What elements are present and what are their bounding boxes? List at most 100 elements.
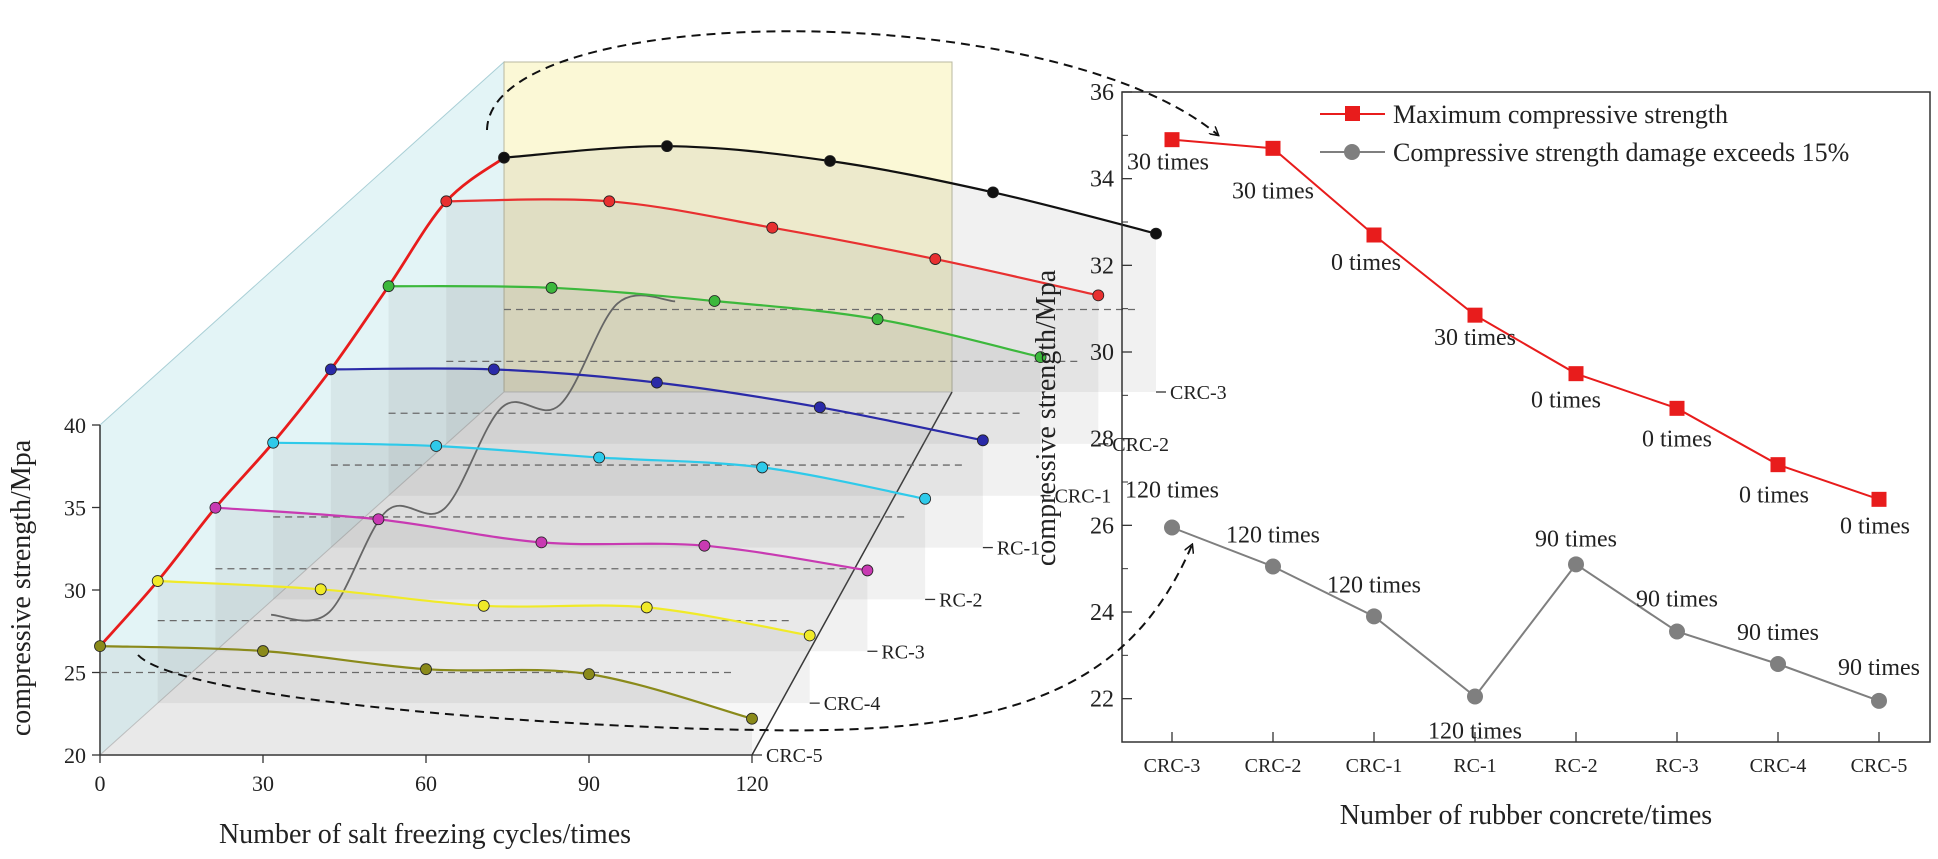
right-y-tick-label-28: 28 xyxy=(1090,427,1114,453)
legend-label-damage: Compressive strength damage exceeds 15% xyxy=(1393,138,1849,167)
x-tick-label-120: 120 xyxy=(736,771,769,796)
point-maximum-compressive-strength-rc-3 xyxy=(1669,400,1685,416)
x-tick-label-60: 60 xyxy=(415,771,437,796)
right-y-tick-label-30: 30 xyxy=(1090,340,1114,366)
legend-marker-max-strength xyxy=(1345,106,1360,121)
point-crc-4-90 xyxy=(640,601,653,614)
max-strength-envelope xyxy=(98,156,505,648)
point-rc-3-60 xyxy=(535,536,548,549)
point-maximum-compressive-strength-crc-1 xyxy=(1366,227,1382,243)
data-label-maximum-compressive-strength-rc-1: 30 times xyxy=(1434,325,1516,351)
series-line-compressive-strength-damage-exceeds-15- xyxy=(1171,526,1880,702)
data-label-maximum-compressive-strength-crc-4: 0 times xyxy=(1739,483,1809,509)
data-label-maximum-compressive-strength-crc-2: 30 times xyxy=(1232,178,1314,204)
x-tick-label-90: 90 xyxy=(578,771,600,796)
point-rc-2-60 xyxy=(593,451,606,464)
point-crc-2-60 xyxy=(766,221,779,234)
point-rc-1-120 xyxy=(976,434,989,447)
data-label-compressive-strength-damage-exceeds-15--crc-2: 120 times xyxy=(1226,523,1320,549)
right-x-axis-title: Number of rubber concrete/times xyxy=(1340,800,1712,831)
top-connector-arrow xyxy=(486,30,1218,135)
point-rc-1-90 xyxy=(813,401,826,414)
category-label-crc-5: CRC-5 xyxy=(766,745,823,767)
point-rc-3-0 xyxy=(209,501,222,514)
data-label-maximum-compressive-strength-rc-3: 0 times xyxy=(1642,426,1712,452)
data-label-maximum-compressive-strength-crc-5: 0 times xyxy=(1840,513,1910,539)
point-maximum-compressive-strength-crc-5 xyxy=(1871,491,1887,507)
point-rc-3-120 xyxy=(861,564,874,577)
connectors xyxy=(137,30,1218,732)
category-label-crc-2: CRC-2 xyxy=(1112,434,1169,456)
right-x-tick-label-crc-5: CRC-5 xyxy=(1851,755,1908,777)
point-crc-1-90 xyxy=(871,313,884,326)
point-maximum-compressive-strength-rc-1 xyxy=(1467,307,1483,323)
right-x-tick-label-rc-1: RC-1 xyxy=(1453,755,1496,777)
category-label-rc-3: RC-3 xyxy=(881,641,924,663)
y-tick-label-30: 30 xyxy=(64,578,86,603)
category-label-rc-2: RC-2 xyxy=(939,589,982,611)
point-crc-4-30 xyxy=(314,583,327,596)
point-rc-2-90 xyxy=(756,461,769,474)
right-y-tick-label-34: 34 xyxy=(1090,167,1114,193)
category-label-crc-1: CRC-1 xyxy=(1055,486,1112,508)
bottom-connector-arrow xyxy=(137,545,1192,732)
point-crc-2-0 xyxy=(440,195,453,208)
legend: Maximum compressive strength Compressive… xyxy=(1320,100,1849,167)
right-y-tick-label-26: 26 xyxy=(1090,513,1114,539)
right-y-axis-title: compressive strength/Mpa xyxy=(1031,269,1062,566)
y-tick-label-20: 20 xyxy=(64,743,86,768)
point-crc-3-120 xyxy=(1150,227,1162,240)
legend-label-max-strength: Maximum compressive strength xyxy=(1393,100,1728,129)
point-crc-2-90 xyxy=(929,253,942,265)
waterfall-chart: CRC-3 CRC-2 CRC-1 RC-1 RC-2 RC-3 CRC-4 CRC-5 0 30… xyxy=(6,60,1227,850)
point-maximum-compressive-strength-rc-2 xyxy=(1568,366,1584,382)
data-label-compressive-strength-damage-exceeds-15--crc-4: 90 times xyxy=(1737,620,1819,646)
line-chart: 22 24 26 28 30 32 34 36 CRC-3 CRC-2 CRC-1 RC-1 RC-2 R… xyxy=(1031,80,1931,831)
right-x-tick-label-rc-2: RC-2 xyxy=(1554,755,1597,777)
point-crc-1-30 xyxy=(545,281,558,294)
category-label-rc-1: RC-1 xyxy=(997,538,1040,560)
point-crc-5-30 xyxy=(257,645,269,657)
category-label-crc-4: CRC-4 xyxy=(824,693,881,715)
right-x-tick-label-rc-3: RC-3 xyxy=(1655,755,1698,777)
data-label-maximum-compressive-strength-crc-1: 0 times xyxy=(1331,250,1401,276)
data-label-compressive-strength-damage-exceeds-15--rc-3: 90 times xyxy=(1636,587,1718,613)
data-label-compressive-strength-damage-exceeds-15--crc-1: 120 times xyxy=(1327,572,1421,598)
data-label-compressive-strength-damage-exceeds-15--crc-3: 120 times xyxy=(1125,478,1219,504)
point-maximum-compressive-strength-crc-2 xyxy=(1265,140,1281,156)
legend-marker-damage xyxy=(1344,144,1360,160)
point-compressive-strength-damage-exceeds-15--crc-2 xyxy=(1265,558,1281,575)
data-label-maximum-compressive-strength-crc-3: 30 times xyxy=(1127,150,1209,176)
point-compressive-strength-damage-exceeds-15--rc-3 xyxy=(1669,623,1685,640)
point-compressive-strength-damage-exceeds-15--crc-4 xyxy=(1770,656,1786,672)
point-rc-2-30 xyxy=(430,440,443,452)
point-compressive-strength-damage-exceeds-15--crc-5 xyxy=(1871,692,1887,709)
left-x-axis-title: Number of salt freezing cycles/times xyxy=(219,819,631,850)
point-rc-2-120 xyxy=(919,492,932,505)
right-y-tick-label-22: 22 xyxy=(1090,687,1114,713)
point-crc-3-90 xyxy=(987,186,999,199)
plot-frame xyxy=(1121,91,1931,743)
point-rc-1-30 xyxy=(487,363,500,376)
category-label-crc-3: CRC-3 xyxy=(1170,382,1227,404)
point-crc-5-90 xyxy=(583,668,595,681)
point-rc-1-0 xyxy=(324,363,337,376)
right-y-tick-label-36: 36 xyxy=(1090,80,1114,106)
ribbon-crc-5 xyxy=(100,646,752,755)
point-rc-3-90 xyxy=(698,539,711,552)
point-crc-5-0 xyxy=(94,640,106,652)
x-tick-label-0: 0 xyxy=(95,771,106,796)
point-crc-4-120 xyxy=(803,629,816,642)
point-compressive-strength-damage-exceeds-15--rc-1 xyxy=(1467,688,1483,705)
right-x-tick-label-crc-3: CRC-3 xyxy=(1144,755,1201,777)
point-crc-1-60 xyxy=(708,295,721,307)
point-crc-3-0 xyxy=(498,151,510,164)
right-x-tick-label-crc-1: CRC-1 xyxy=(1346,755,1403,777)
data-label-compressive-strength-damage-exceeds-15--crc-5: 90 times xyxy=(1838,655,1920,681)
right-y-tick-label-24: 24 xyxy=(1090,600,1114,626)
right-x-tick-label-crc-2: CRC-2 xyxy=(1245,755,1302,777)
point-maximum-compressive-strength-crc-4 xyxy=(1770,457,1786,473)
y-tick-label-35: 35 xyxy=(64,496,86,521)
series-line-maximum-compressive-strength xyxy=(1171,138,1880,501)
point-crc-4-60 xyxy=(477,599,490,612)
